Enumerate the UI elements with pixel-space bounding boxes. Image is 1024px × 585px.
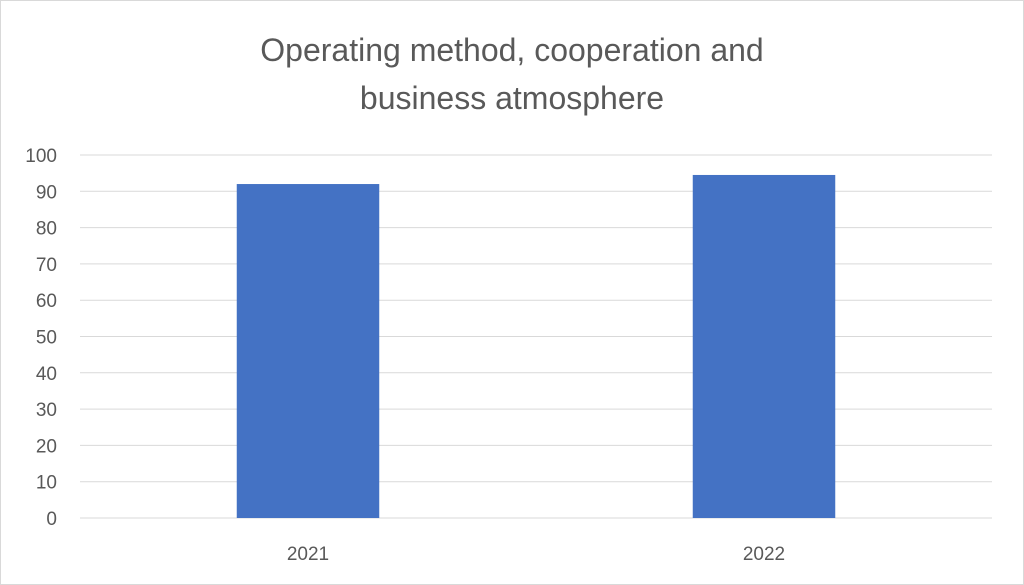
- y-tick-label: 0: [46, 509, 57, 530]
- chart-title: Operating method, cooperation and busine…: [0, 26, 1024, 122]
- chart-title-line-2: business atmosphere: [359, 80, 665, 116]
- y-tick-label: 30: [36, 400, 57, 421]
- x-tick-label: 2021: [287, 544, 329, 565]
- y-tick-label: 70: [36, 255, 57, 276]
- y-axis-tick-labels: 0 10 20 30 40 50 60 70 80 90 100: [25, 146, 57, 530]
- bar-2022: [692, 174, 836, 518]
- bar-2021: [236, 184, 380, 519]
- y-tick-label: 60: [36, 291, 57, 312]
- chart-title-line-1: Operating method, cooperation and: [260, 32, 764, 68]
- y-tick-label: 20: [36, 436, 57, 457]
- y-tick-label: 10: [36, 473, 57, 494]
- bars: [236, 174, 836, 519]
- x-tick-label: 2022: [743, 544, 785, 565]
- y-tick-label: 100: [25, 146, 57, 167]
- y-tick-label: 40: [36, 364, 57, 385]
- grid-lines: [80, 154, 992, 519]
- y-tick-label: 80: [36, 219, 57, 240]
- x-axis-tick-labels: 2021 2022: [287, 544, 785, 565]
- y-tick-label: 90: [36, 182, 57, 203]
- y-tick-label: 50: [36, 328, 57, 349]
